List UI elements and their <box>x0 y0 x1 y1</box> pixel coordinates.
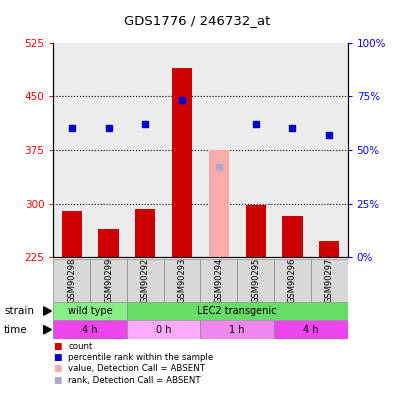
Bar <box>127 320 201 339</box>
Bar <box>282 216 303 257</box>
Text: GDS1776 / 246732_at: GDS1776 / 246732_at <box>124 14 271 27</box>
Bar <box>201 320 274 339</box>
Bar <box>237 259 274 302</box>
Bar <box>172 68 192 257</box>
Text: strain: strain <box>4 306 34 316</box>
Text: GSM90295: GSM90295 <box>251 258 260 303</box>
Polygon shape <box>43 307 51 315</box>
Bar <box>246 205 266 257</box>
Bar <box>319 241 339 257</box>
Text: 4 h: 4 h <box>83 325 98 335</box>
Text: ■: ■ <box>53 342 62 351</box>
Bar <box>135 209 155 257</box>
Bar <box>274 320 348 339</box>
Text: 4 h: 4 h <box>303 325 318 335</box>
Text: GSM90296: GSM90296 <box>288 258 297 303</box>
Text: GSM90299: GSM90299 <box>104 258 113 303</box>
Bar <box>274 259 311 302</box>
Text: GSM90292: GSM90292 <box>141 258 150 303</box>
Text: wild type: wild type <box>68 306 113 316</box>
Bar <box>127 259 164 302</box>
Bar <box>90 259 127 302</box>
Polygon shape <box>43 326 51 334</box>
Text: 1 h: 1 h <box>229 325 245 335</box>
Bar <box>164 259 201 302</box>
Text: GSM90294: GSM90294 <box>214 258 223 303</box>
Bar <box>209 150 229 257</box>
Text: GSM90297: GSM90297 <box>325 258 334 303</box>
Bar <box>62 211 82 257</box>
Bar <box>98 228 118 257</box>
Text: value, Detection Call = ABSENT: value, Detection Call = ABSENT <box>68 364 205 373</box>
Bar <box>311 259 348 302</box>
Text: time: time <box>4 325 28 335</box>
Text: ■: ■ <box>53 364 62 373</box>
Text: rank, Detection Call = ABSENT: rank, Detection Call = ABSENT <box>68 376 201 385</box>
Text: GSM90293: GSM90293 <box>178 258 186 303</box>
Text: GSM90298: GSM90298 <box>67 258 76 303</box>
Text: ■: ■ <box>53 353 62 362</box>
Text: 0 h: 0 h <box>156 325 171 335</box>
Text: percentile rank within the sample: percentile rank within the sample <box>68 353 214 362</box>
Bar <box>53 259 90 302</box>
Bar <box>53 302 127 320</box>
Bar <box>201 259 237 302</box>
Bar <box>127 302 348 320</box>
Text: count: count <box>68 342 93 351</box>
Text: ■: ■ <box>53 376 62 385</box>
Text: LEC2 transgenic: LEC2 transgenic <box>198 306 277 316</box>
Bar <box>53 320 127 339</box>
